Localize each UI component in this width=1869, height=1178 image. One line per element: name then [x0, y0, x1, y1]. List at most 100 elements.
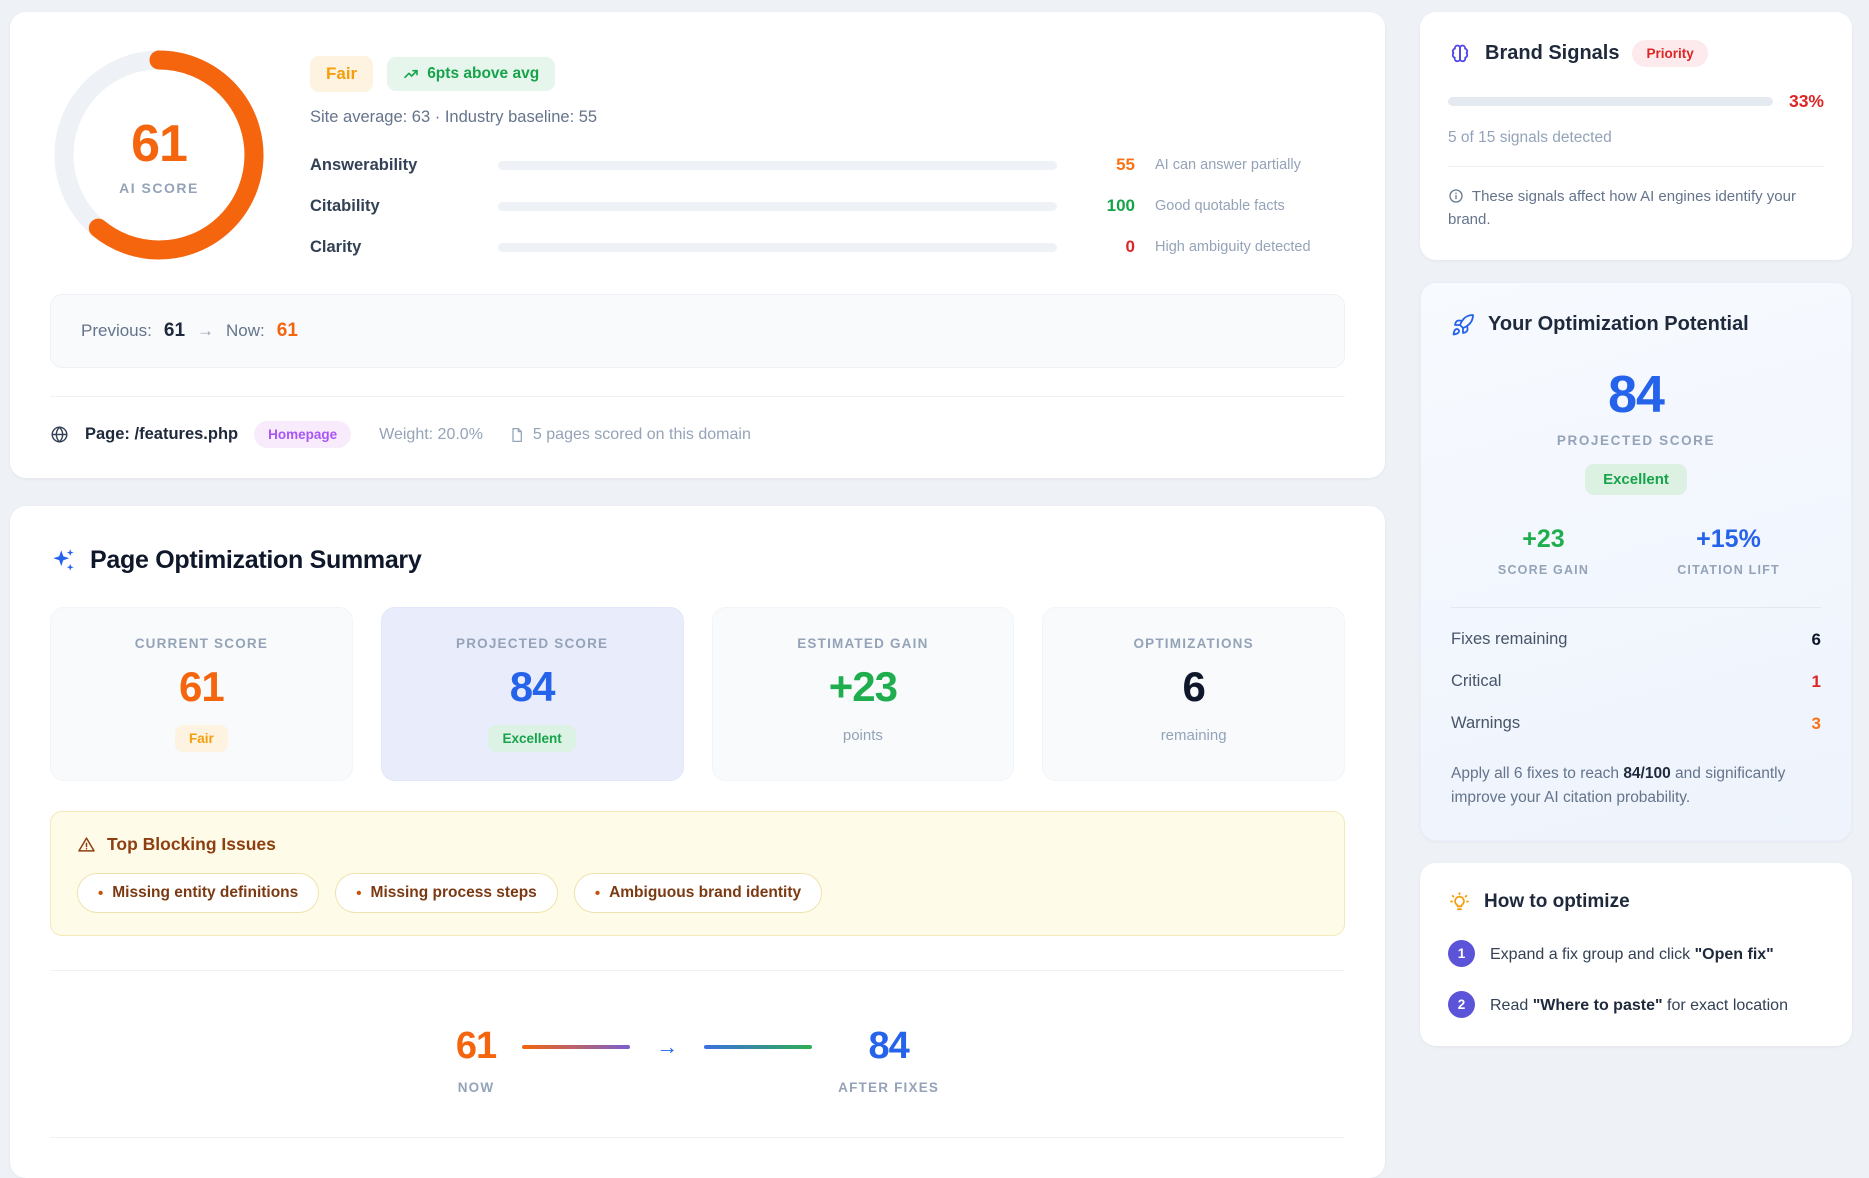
- file-icon: [509, 427, 525, 443]
- main-column: 61 AI SCORE Fair 6pts above avg: [10, 12, 1385, 1178]
- arrow-right-icon: →: [656, 1034, 678, 1060]
- excellent-badge: Excellent: [1585, 464, 1687, 495]
- divider: [50, 1137, 1345, 1138]
- brand-signals-percent: 33%: [1789, 91, 1824, 112]
- score-gain: +23 SCORE GAIN: [1451, 525, 1636, 577]
- fix-row-label: Critical: [1451, 672, 1501, 691]
- citation-lift: +15% CITATION LIFT: [1636, 525, 1821, 577]
- sidebar: Brand Signals Priority 33% 5 of 15 signa…: [1420, 12, 1852, 1046]
- divider: [1448, 166, 1824, 167]
- potential-note: Apply all 6 fixes to reach 84/100 and si…: [1451, 762, 1821, 810]
- previous-value: 61: [164, 320, 185, 342]
- top-blocking-issues-box: Top Blocking Issues • Missing entity def…: [50, 811, 1345, 936]
- metric-row-answerability: Answerability 55 AI can answer partially: [310, 155, 1345, 175]
- step-text-pre: Expand a fix group and click: [1490, 946, 1695, 963]
- fixes-remaining-row: Fixes remaining 6: [1451, 630, 1821, 650]
- stat-card-optimizations: OPTIMIZATIONS 6 remaining: [1042, 607, 1345, 781]
- bullet-icon: •: [595, 885, 600, 902]
- stat-badge: Fair: [175, 725, 228, 752]
- bullet-icon: •: [356, 885, 361, 902]
- rating-badge: Fair: [310, 56, 373, 92]
- score-gain-value: +23: [1451, 525, 1636, 554]
- blocking-chips: • Missing entity definitions • Missing p…: [77, 873, 1318, 913]
- brand-signals-card: Brand Signals Priority 33% 5 of 15 signa…: [1420, 12, 1852, 260]
- step-number-badge: 2: [1448, 991, 1475, 1018]
- delta-badge: 6pts above avg: [387, 57, 555, 91]
- stat-sub: remaining: [1063, 727, 1324, 744]
- metric-bar: [498, 161, 1057, 170]
- metric-note: AI can answer partially: [1155, 157, 1345, 173]
- gradient-line: [704, 1045, 812, 1049]
- page-optimization-summary-card: Page Optimization Summary CURRENT SCORE …: [10, 506, 1385, 1178]
- comparison-after-value: 84: [838, 1025, 939, 1068]
- warning-triangle-icon: [77, 835, 96, 854]
- stat-label: ESTIMATED GAIN: [733, 636, 994, 651]
- metric-label: Citability: [310, 197, 478, 216]
- stat-sub: points: [733, 727, 994, 744]
- stats-grid: CURRENT SCORE 61 Fair PROJECTED SCORE 84…: [50, 607, 1345, 781]
- optimization-potential-title: Your Optimization Potential: [1488, 313, 1749, 336]
- fix-row-label: Warnings: [1451, 714, 1520, 733]
- gradient-line: [522, 1045, 630, 1049]
- stat-value: 84: [402, 663, 663, 711]
- metric-value: 100: [1077, 196, 1135, 216]
- comparison-after-label: AFTER FIXES: [838, 1080, 939, 1095]
- metric-label: Answerability: [310, 156, 478, 175]
- optimization-potential-card: Your Optimization Potential 84 PROJECTED…: [1420, 282, 1852, 841]
- potential-note-score: 84/100: [1623, 765, 1670, 782]
- score-subtitle: Site average: 63 · Industry baseline: 55: [310, 108, 1345, 127]
- step-text-pre: Read: [1490, 997, 1533, 1014]
- potential-note-pre: Apply all 6 fixes to reach: [1451, 765, 1623, 782]
- critical-row: Critical 1: [1451, 672, 1821, 692]
- stat-value: +23: [733, 663, 994, 711]
- issue-chip: • Missing process steps: [335, 873, 558, 913]
- score-gain-label: SCORE GAIN: [1451, 563, 1636, 577]
- comparison-now-label: NOW: [456, 1080, 496, 1095]
- priority-badge: Priority: [1632, 40, 1707, 67]
- previous-label: Previous:: [81, 321, 152, 341]
- step-text-post: for exact location: [1663, 997, 1788, 1014]
- issue-chip: • Missing entity definitions: [77, 873, 319, 913]
- fix-row-value: 3: [1812, 714, 1821, 734]
- metric-value: 0: [1077, 237, 1135, 257]
- ai-score-value: 61: [131, 114, 187, 174]
- comparison-now-value: 61: [456, 1025, 496, 1068]
- homepage-badge: Homepage: [254, 421, 351, 448]
- stat-value: 61: [71, 663, 332, 711]
- projected-score-label: PROJECTED SCORE: [1451, 433, 1821, 448]
- metric-row-clarity: Clarity 0 High ambiguity detected: [310, 237, 1345, 257]
- how-to-optimize-card: How to optimize 1 Expand a fix group and…: [1420, 863, 1852, 1046]
- pages-scored: 5 pages scored on this domain: [509, 426, 751, 444]
- step-text: Expand a fix group and click "Open fix": [1490, 940, 1774, 966]
- ai-score-label: AI SCORE: [119, 180, 199, 196]
- ai-score-card: 61 AI SCORE Fair 6pts above avg: [10, 12, 1385, 478]
- now-label: Now:: [226, 321, 265, 341]
- how-to-title: How to optimize: [1484, 891, 1630, 913]
- divider: [50, 396, 1345, 397]
- lightbulb-icon: [1448, 891, 1471, 914]
- fix-row-value: 1: [1812, 672, 1821, 692]
- step-row-1: 1 Expand a fix group and click "Open fix…: [1448, 940, 1824, 967]
- blocking-title: Top Blocking Issues: [107, 834, 276, 855]
- brand-signals-note-text: These signals affect how AI engines iden…: [1448, 188, 1796, 228]
- page-info-row: Page: /features.php Homepage Weight: 20.…: [50, 421, 1345, 448]
- page-path: Page: /features.php: [85, 425, 238, 444]
- sparkles-icon: [50, 547, 77, 574]
- how-to-steps: 1 Expand a fix group and click "Open fix…: [1448, 940, 1824, 1018]
- stat-value: 6: [1063, 663, 1324, 711]
- fix-row-value: 6: [1812, 630, 1821, 650]
- arrow-right-icon: →: [197, 321, 214, 341]
- pages-scored-label: 5 pages scored on this domain: [533, 426, 751, 444]
- issue-chip-label: Ambiguous brand identity: [609, 884, 801, 902]
- fix-row-label: Fixes remaining: [1451, 630, 1567, 649]
- brand-signals-bar: [1448, 97, 1773, 106]
- page-weight: Weight: 20.0%: [379, 426, 483, 444]
- now-value: 61: [277, 320, 298, 342]
- metric-note: High ambiguity detected: [1155, 239, 1345, 255]
- signals-detected: 5 of 15 signals detected: [1448, 129, 1824, 147]
- warnings-row: Warnings 3: [1451, 714, 1821, 734]
- citation-lift-label: CITATION LIFT: [1636, 563, 1821, 577]
- citation-lift-value: +15%: [1636, 525, 1821, 554]
- metric-note: Good quotable facts: [1155, 198, 1345, 214]
- score-history: Previous: 61 → Now: 61: [50, 294, 1345, 368]
